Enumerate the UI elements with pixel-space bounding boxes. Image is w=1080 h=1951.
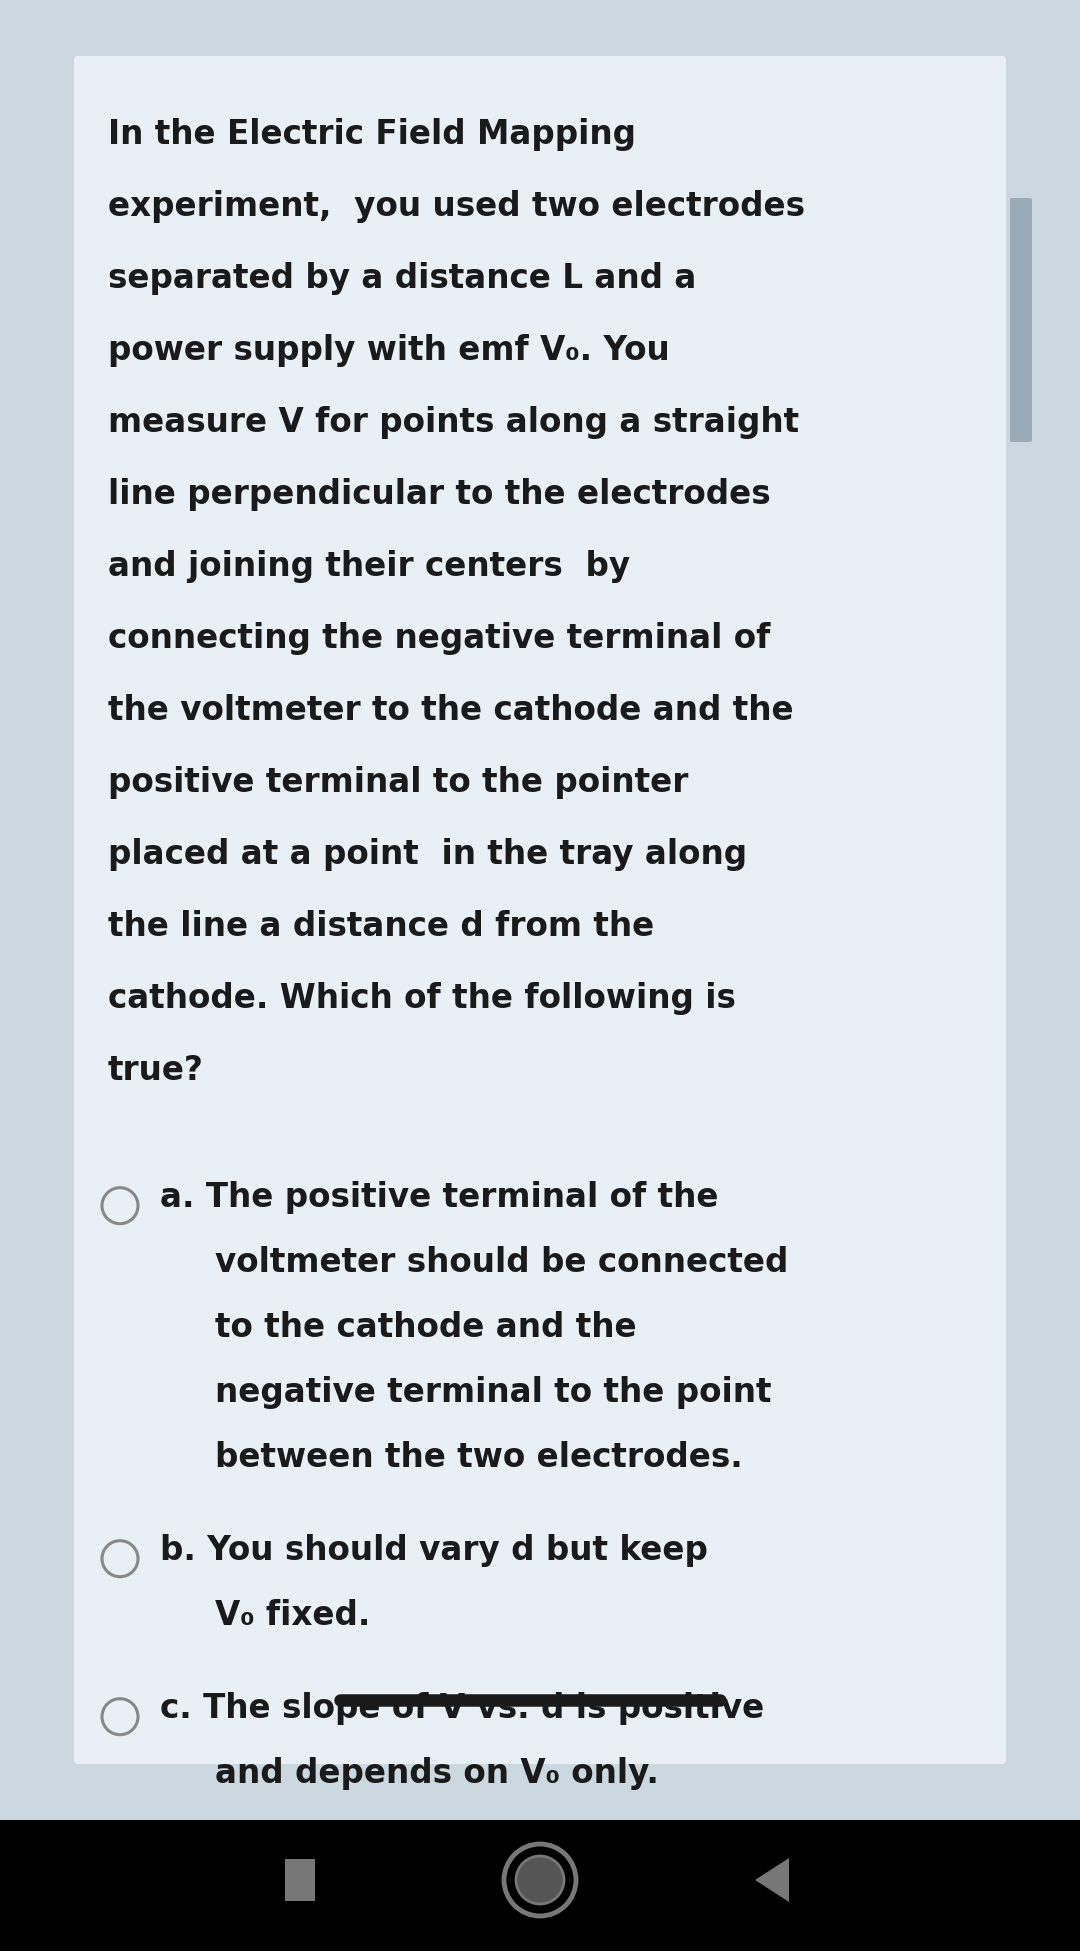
Bar: [285, 1859, 315, 1900]
Text: In the Electric Field Mapping: In the Electric Field Mapping: [108, 117, 636, 150]
Text: between the two electrodes.: between the two electrodes.: [215, 1442, 743, 1475]
Text: voltmeter should be connected: voltmeter should be connected: [215, 1247, 788, 1280]
Text: separated by a distance L and a: separated by a distance L and a: [108, 261, 697, 295]
Text: d. There is a linear relation: d. There is a linear relation: [160, 1850, 661, 1883]
Text: positive terminal to the pointer: positive terminal to the pointer: [108, 767, 688, 800]
FancyBboxPatch shape: [1010, 197, 1032, 443]
Circle shape: [516, 1855, 564, 1904]
Text: cathode. Which of the following is: cathode. Which of the following is: [108, 981, 735, 1015]
Text: experiment,  you used two electrodes: experiment, you used two electrodes: [108, 189, 805, 222]
Text: line perpendicular to the electrodes: line perpendicular to the electrodes: [108, 478, 771, 511]
Text: the voltmeter to the cathode and the: the voltmeter to the cathode and the: [108, 695, 794, 728]
Text: measure V for points along a straight: measure V for points along a straight: [108, 406, 799, 439]
Text: and depends on V₀ only.: and depends on V₀ only.: [215, 1758, 659, 1789]
Text: the line a distance d from the: the line a distance d from the: [108, 909, 654, 942]
Text: negative terminal to the point: negative terminal to the point: [215, 1375, 771, 1409]
Text: a. The positive terminal of the: a. The positive terminal of the: [160, 1180, 718, 1214]
Text: and joining their centers  by: and joining their centers by: [108, 550, 630, 583]
Polygon shape: [755, 1857, 789, 1902]
Bar: [0, 1820, 1080, 1951]
Text: power supply with emf V₀. You: power supply with emf V₀. You: [108, 334, 670, 367]
Text: placed at a point  in the tray along: placed at a point in the tray along: [108, 839, 747, 870]
Text: true?: true?: [108, 1054, 204, 1087]
FancyBboxPatch shape: [75, 57, 1005, 1764]
Text: connecting the negative terminal of: connecting the negative terminal of: [108, 622, 770, 656]
Text: c. The slope of V vs. d is positive: c. The slope of V vs. d is positive: [160, 1692, 765, 1725]
Text: V₀ fixed.: V₀ fixed.: [215, 1600, 370, 1631]
Text: between d and L.: between d and L.: [215, 1916, 534, 1947]
Text: b. You should vary d but keep: b. You should vary d but keep: [160, 1533, 707, 1567]
Text: to the cathode and the: to the cathode and the: [215, 1311, 636, 1344]
